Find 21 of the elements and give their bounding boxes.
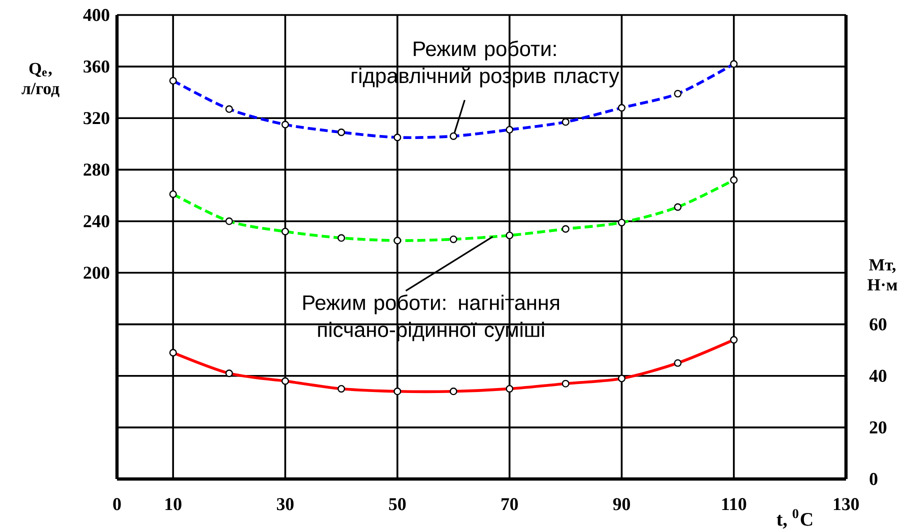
y-tick-label: 320: [84, 112, 110, 124]
y2-tick-label: 20: [870, 421, 886, 434]
y-tick-label: 280: [84, 164, 110, 176]
y2-tick-label: 60: [870, 318, 886, 330]
x-tick-label: 30: [276, 498, 294, 510]
y2-tick-label: 0: [870, 472, 878, 486]
y-tick-label: 200: [84, 266, 110, 279]
y2-axis-title: Мт, Н·м: [868, 259, 898, 290]
y-axis-title: Q$_{e}$, л/год: [22, 62, 60, 98]
y-tick-label: 360: [84, 60, 110, 73]
y-tick-label: 240: [84, 215, 110, 228]
x-tick-label: 70: [502, 498, 518, 510]
x-tick-label: 50: [389, 498, 406, 510]
x-tick-label: 90: [613, 498, 630, 510]
y2-tick-label: 40: [869, 370, 886, 382]
x-tick-label: 130: [834, 498, 859, 510]
x-tick-label: 0: [113, 498, 121, 510]
y-tick-label: 400: [83, 8, 110, 22]
x-axis-title: t, $^{0}$C: [776, 509, 812, 529]
x-tick-label: 10: [166, 498, 182, 510]
x-tick-label: 110: [722, 498, 746, 510]
